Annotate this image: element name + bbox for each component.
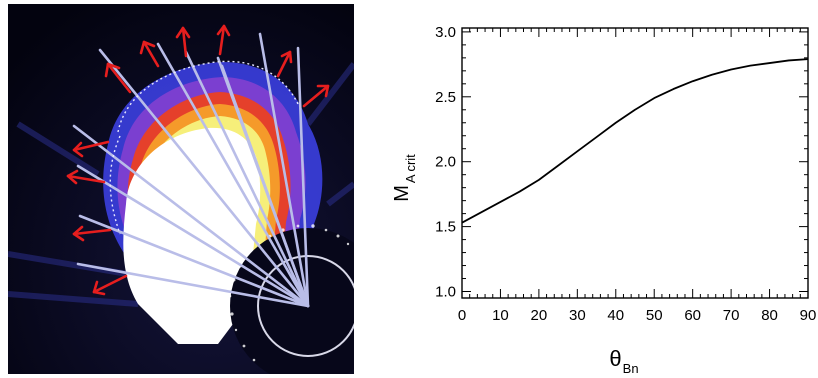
x-axis-label: θBn <box>609 346 638 376</box>
svg-text:θBn: θBn <box>609 346 638 376</box>
velocity-arrows <box>66 24 330 296</box>
x-tick-label: 20 <box>531 307 548 324</box>
y-tick-label: 3.0 <box>435 24 456 41</box>
y-tick-label: 1.5 <box>435 219 456 236</box>
cme-flank-dotted <box>109 135 121 235</box>
y-axis-label-main: M <box>391 185 413 202</box>
x-tick-label: 50 <box>646 307 663 324</box>
svg-text:MA crit: M A crit <box>391 154 418 202</box>
x-axis-label-sub: Bn <box>623 361 639 376</box>
y-axis-label: M A crit <box>391 154 418 202</box>
y-tick-label: 2.0 <box>435 154 456 171</box>
x-tick-label: 10 <box>492 307 509 324</box>
y-axis-label-sub: A crit <box>403 154 418 183</box>
series-line <box>461 58 809 224</box>
coronagraph-image <box>8 4 354 374</box>
x-tick-label: 80 <box>761 307 778 324</box>
x-tick-label: 40 <box>607 307 624 324</box>
y-tick-label: 2.5 <box>435 89 456 106</box>
plot-frame <box>461 27 809 299</box>
cme-front-dotted <box>117 60 299 133</box>
plot-area: 0 10 20 30 40 50 60 70 80 90 1.0 1.5 2.0 2.5 3.0 <box>435 24 816 324</box>
x-tick-label: 70 <box>723 307 740 324</box>
x-tick-label: 60 <box>684 307 701 324</box>
x-axis-label-main: θ <box>609 346 621 371</box>
radial-rays <box>72 32 310 308</box>
x-tick-label: 0 <box>458 307 466 324</box>
chart: M A crit θBn 0 10 20 30 40 50 60 70 80 90 1.0 1.5 2.0… <box>391 24 816 376</box>
y-tick-label: 1.0 <box>435 284 456 301</box>
x-tick-label: 30 <box>569 307 586 324</box>
sun-limb-circle <box>257 255 354 357</box>
x-tick-label: 90 <box>800 307 817 324</box>
